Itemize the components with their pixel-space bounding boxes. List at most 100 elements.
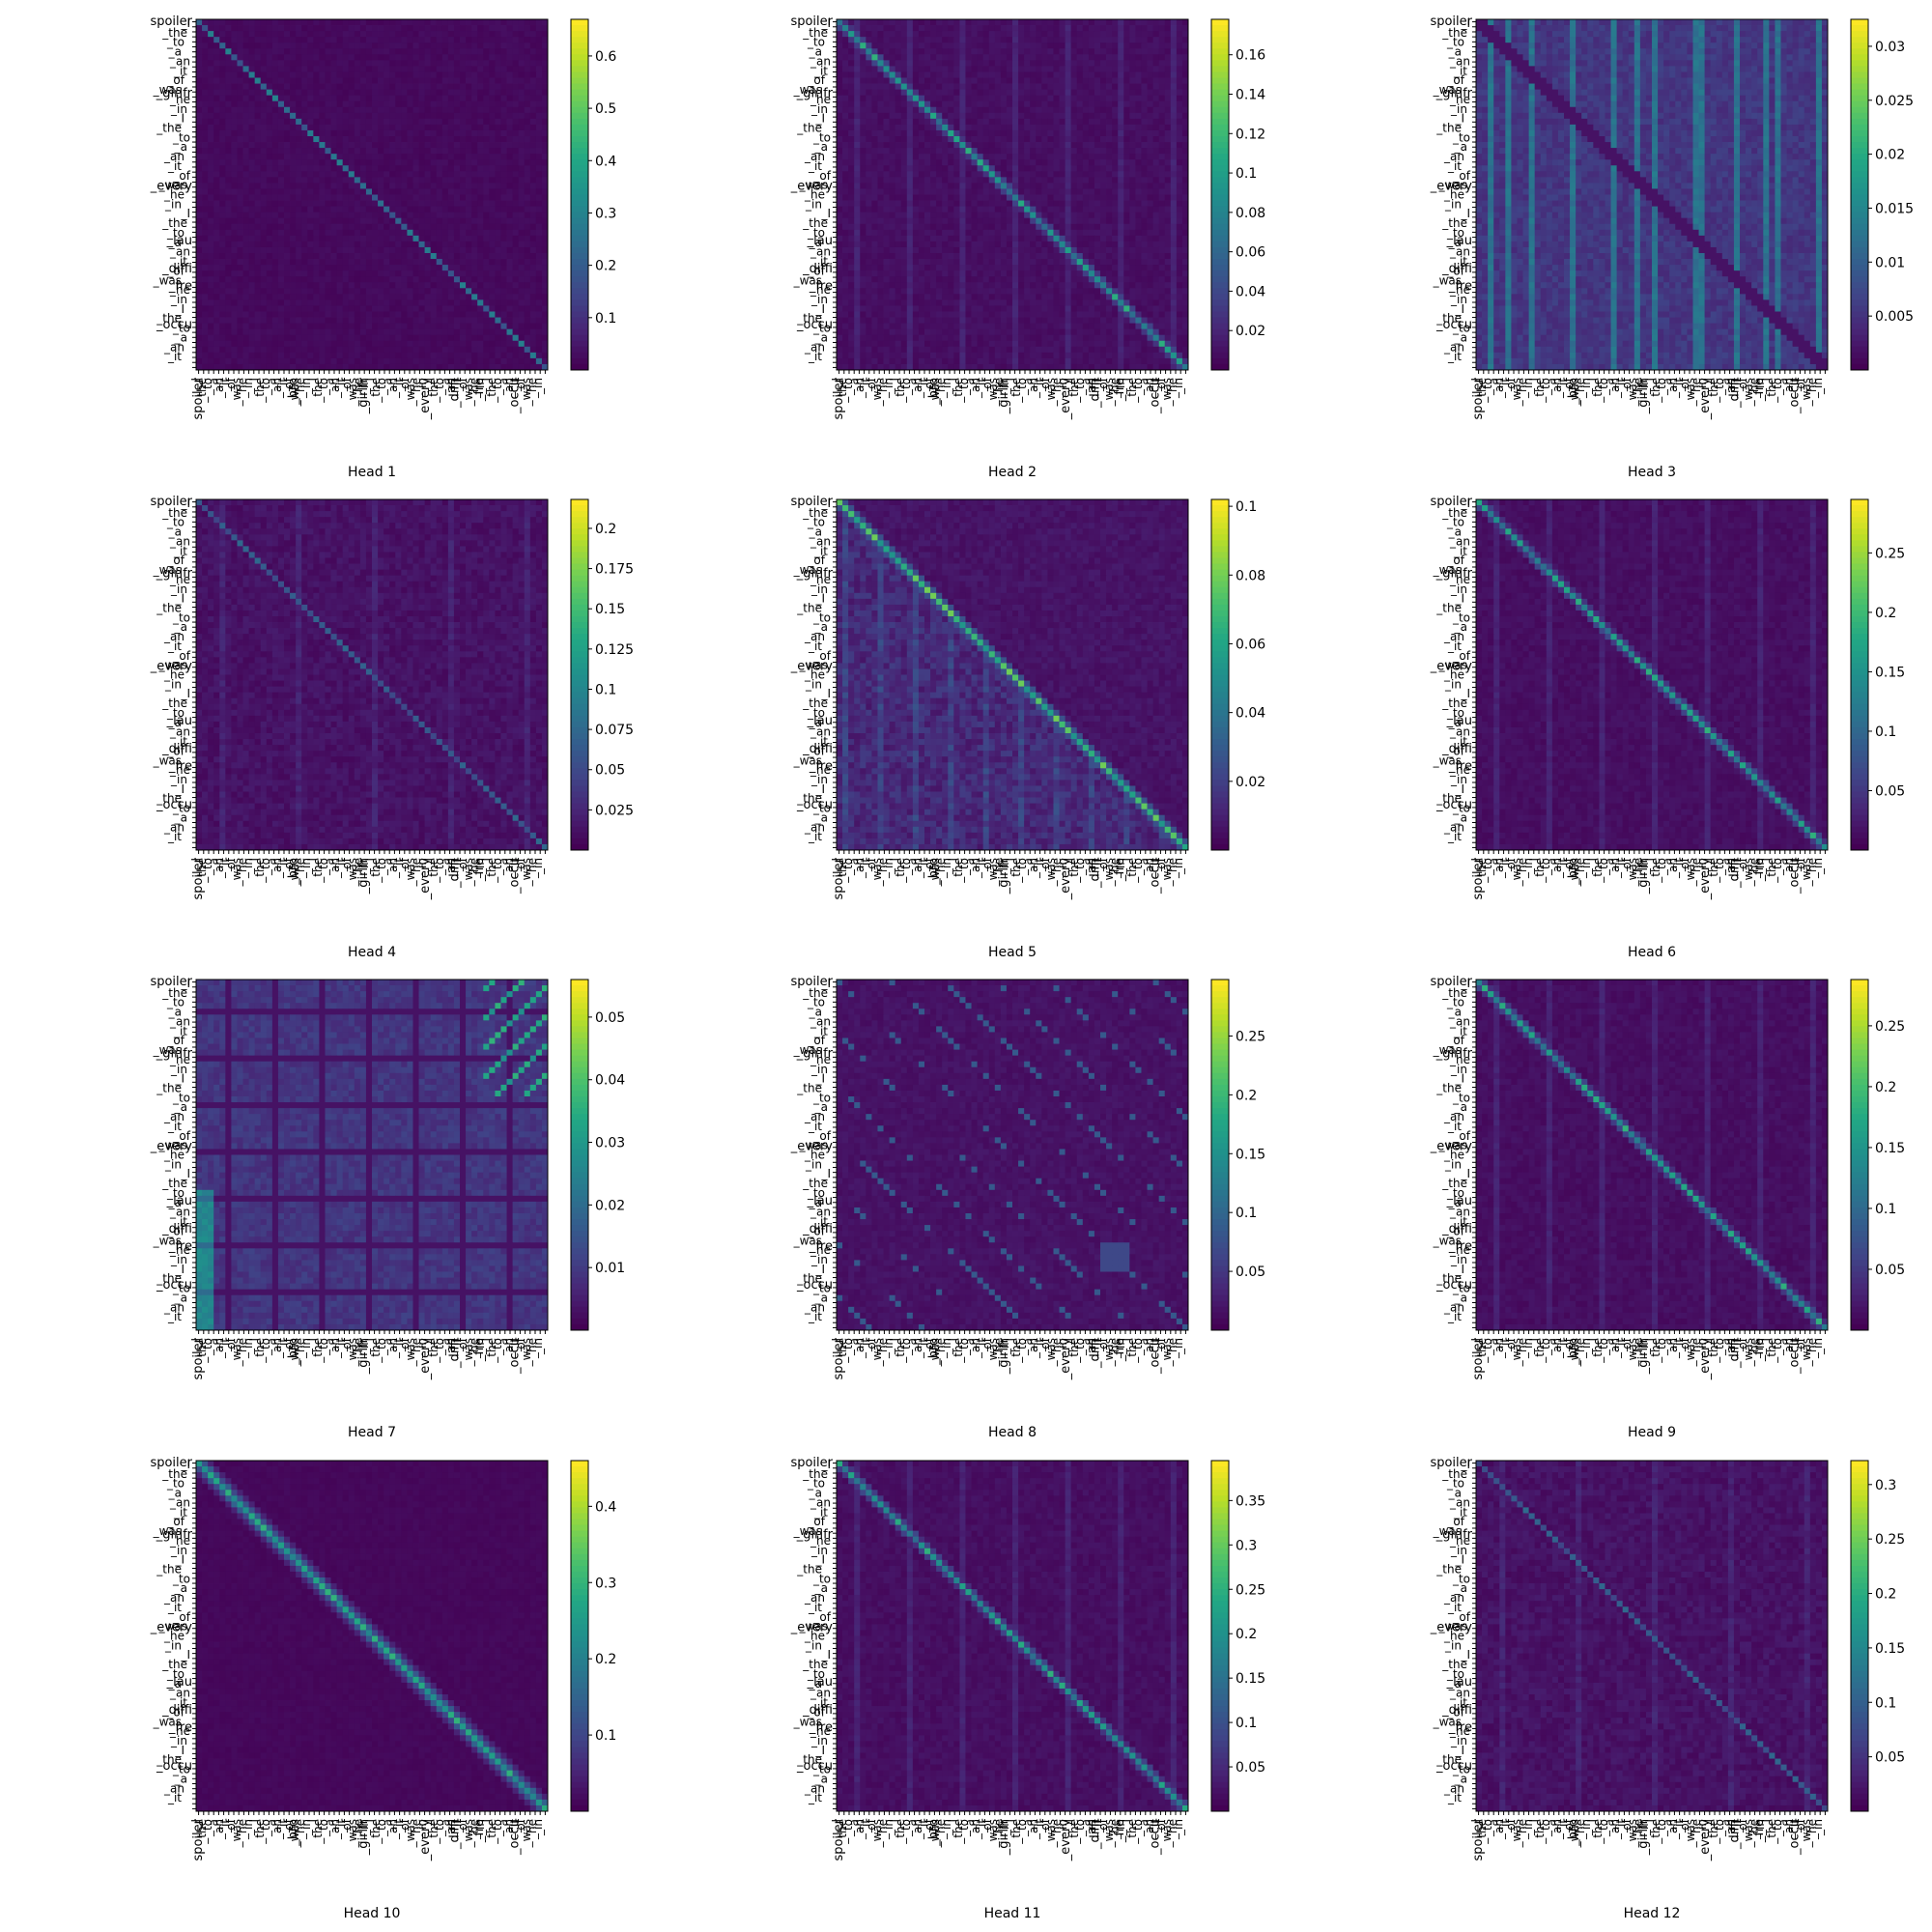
heatmap-cell xyxy=(213,54,219,60)
heatmap-cell xyxy=(448,66,454,71)
heatmap-cell xyxy=(237,19,242,25)
heatmap-cell xyxy=(401,71,407,77)
heatmap-cell xyxy=(225,37,231,43)
heatmap-cell xyxy=(442,54,448,60)
heatmap-cell xyxy=(249,54,255,60)
heatmap-cell xyxy=(343,25,349,31)
heatmap-cell xyxy=(337,31,343,37)
heatmap-cell xyxy=(389,25,395,31)
heatmap-cell xyxy=(425,60,431,66)
heatmap-cell xyxy=(331,37,337,43)
heatmap-cell xyxy=(378,19,384,25)
heatmap-cell xyxy=(296,71,301,77)
heatmap-cell xyxy=(219,25,225,31)
heatmap-cell xyxy=(231,25,237,31)
heatmap-cell xyxy=(412,19,418,25)
heatmap-cell xyxy=(261,60,267,66)
heatmap-cell xyxy=(243,71,249,77)
heatmap-cell xyxy=(507,54,513,60)
heatmap-cell xyxy=(219,31,225,37)
heatmap-cell xyxy=(507,31,513,37)
heatmap-cell xyxy=(267,37,272,43)
heatmap-cell xyxy=(372,48,378,54)
heatmap-cell xyxy=(471,48,477,54)
heatmap-cell xyxy=(255,48,261,54)
heatmap-cell xyxy=(219,43,225,48)
heatmap-cell xyxy=(313,19,319,25)
heatmap-cell xyxy=(278,43,284,48)
heatmap-cell xyxy=(325,31,330,37)
heatmap-cell xyxy=(202,37,208,43)
heatmap-cell xyxy=(395,25,401,31)
heatmap-cell xyxy=(425,25,431,31)
heatmap-cell xyxy=(495,66,500,71)
heatmap-cell xyxy=(261,43,267,48)
heatmap-cell xyxy=(372,19,378,25)
heatmap-cell xyxy=(261,66,267,71)
heatmap-cell xyxy=(425,37,431,43)
heatmap-cell xyxy=(208,60,213,66)
heatmap-cell xyxy=(412,25,418,31)
heatmap-cell xyxy=(419,54,425,60)
heatmap-cell xyxy=(237,71,242,77)
heatmap-cell xyxy=(331,19,337,25)
heatmap-cell xyxy=(483,37,489,43)
heatmap-cell xyxy=(307,60,313,66)
heatmap-cell xyxy=(213,19,219,25)
heatmap-cell xyxy=(249,48,255,54)
heatmap-cell xyxy=(307,66,313,71)
heatmap-cell xyxy=(483,66,489,71)
heatmap-cell xyxy=(425,66,431,71)
heatmap-cell xyxy=(378,66,384,71)
heatmap-cell xyxy=(296,60,301,66)
heatmap-cell xyxy=(495,25,500,31)
heatmap-cell xyxy=(213,66,219,71)
heatmap-cell xyxy=(530,43,536,48)
heatmap-cell xyxy=(267,19,272,25)
heatmap-cell xyxy=(530,66,536,71)
heatmap-cell xyxy=(360,37,366,43)
heatmap-cell xyxy=(349,60,355,66)
heatmap-cell xyxy=(296,43,301,48)
heatmap-cell xyxy=(489,48,495,54)
heatmap-cell xyxy=(477,19,483,25)
heatmap-cell xyxy=(454,19,460,25)
heatmap-cell xyxy=(448,31,454,37)
heatmap-cell xyxy=(431,48,437,54)
heatmap-cell xyxy=(313,71,319,77)
heatmap-cell xyxy=(319,71,325,77)
heatmap-cell xyxy=(366,31,372,37)
heatmap-cell xyxy=(542,19,548,25)
heatmap-cell xyxy=(313,48,319,54)
heatmap-cell xyxy=(536,54,542,60)
heatmap-cell xyxy=(196,71,202,77)
heatmap-cell xyxy=(343,54,349,60)
heatmap-cell xyxy=(513,48,519,54)
heatmap-cell xyxy=(331,48,337,54)
heatmap-cell xyxy=(437,48,442,54)
heatmap-cell xyxy=(378,43,384,48)
heatmap-cell xyxy=(389,60,395,66)
heatmap-cell xyxy=(530,48,536,54)
heatmap-cell xyxy=(349,66,355,71)
heatmap-cell xyxy=(384,66,389,71)
heatmap-cell xyxy=(225,25,231,31)
heatmap-cell xyxy=(513,31,519,37)
heatmap-cell xyxy=(389,19,395,25)
heatmap-cell xyxy=(519,31,525,37)
heatmap-cell xyxy=(219,66,225,71)
heatmap-cell xyxy=(525,31,530,37)
heatmap-cell xyxy=(355,54,360,60)
heatmap-cell xyxy=(536,43,542,48)
heatmap-cell xyxy=(489,31,495,37)
heatmap-cell xyxy=(313,43,319,48)
heatmap-cell xyxy=(296,37,301,43)
heatmap-cell xyxy=(301,71,307,77)
heatmap-cell xyxy=(389,48,395,54)
heatmap-cell xyxy=(267,25,272,31)
heatmap-cell xyxy=(319,66,325,71)
heatmap-cell xyxy=(284,71,290,77)
heatmap-cell xyxy=(431,54,437,60)
heatmap-cell xyxy=(243,60,249,66)
heatmap-cell xyxy=(460,43,466,48)
